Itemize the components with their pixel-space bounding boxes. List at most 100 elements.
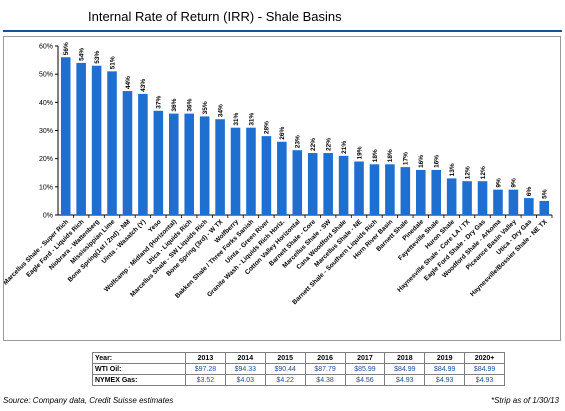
wti-oil-value: $94.33 (224, 363, 266, 375)
nymex-gas-value: $4.38 (304, 374, 346, 386)
category-label: Marcellus Shale - Super Rich (4, 218, 70, 286)
year-2020-plus: 2020+ (464, 352, 505, 364)
nymex-gas-value: $4.93 (464, 374, 505, 386)
bar-value-label: 23% (295, 135, 302, 148)
bar-value-label: 35% (202, 101, 209, 114)
bar (122, 91, 133, 215)
bar-value-label: 21% (341, 141, 348, 154)
bar-value-label: 17% (403, 152, 410, 165)
bar (354, 161, 364, 215)
bar-value-label: 37% (156, 96, 163, 109)
source-note: Source: Company data, Credit Suisse esti… (3, 396, 174, 405)
year-2016: 2016 (304, 352, 346, 364)
wti-oil-value: $97.28 (185, 363, 226, 375)
bar-value-label: 22% (310, 138, 317, 151)
nymex-gas-value: $4.56 (344, 374, 386, 386)
bar-value-label: 31% (248, 112, 255, 125)
bar-value-label: 6% (526, 186, 533, 196)
bar (539, 200, 550, 215)
nymex-gas-value: $3.52 (185, 374, 226, 386)
bar (338, 155, 349, 215)
bar (153, 110, 164, 215)
bar (199, 116, 210, 215)
bar (215, 119, 225, 215)
y-tick-label: 0% (43, 213, 53, 220)
y-tick-label: 60% (39, 44, 53, 51)
year-2017: 2017 (344, 352, 386, 364)
nymex-gas-value: $4.93 (384, 374, 426, 386)
bar (524, 198, 534, 215)
bar-value-label: 9% (495, 178, 502, 188)
bar (446, 178, 457, 215)
bar (184, 113, 195, 215)
y-tick-label: 10% (39, 184, 53, 191)
bar-value-label: 18% (372, 149, 379, 162)
bar-value-label: 43% (140, 79, 147, 92)
nymex-gas-value: $4.03 (224, 374, 266, 386)
bar (277, 141, 287, 215)
year-2019: 2019 (424, 352, 466, 364)
bar-value-label: 12% (480, 166, 487, 179)
bar-value-label: 19% (356, 146, 363, 159)
bar (246, 127, 256, 215)
bar (508, 189, 519, 215)
price-table: Year: 2013 2014 2015 2016 2017 2018 2019… (92, 352, 505, 386)
bar (307, 153, 318, 215)
irr-bar-chart: 0% 10% 20% 30% 40% 50% 60% 56% Marcellus Shale -… (4, 42, 553, 306)
bar (400, 167, 411, 215)
bar (292, 150, 303, 215)
chart-frame: 0% 10% 20% 30% 40% 50% 60% 56% Marcellus Shale -… (3, 36, 561, 341)
nymex-gas-row: NYMEX Gas: $3.52 $4.03 $4.22 $4.38 $4.56… (92, 374, 505, 386)
wti-oil-value: $84.99 (424, 363, 466, 375)
nymex-gas-value: $4.22 (264, 374, 306, 386)
bar-value-label: 44% (125, 76, 132, 89)
bar-value-label: 12% (464, 166, 471, 179)
bar-value-label: 54% (78, 48, 85, 61)
bar (138, 93, 148, 215)
y-tick-label: 50% (39, 72, 53, 79)
bar-value-label: 18% (387, 149, 394, 162)
y-tick-label: 40% (39, 100, 53, 107)
chart-title: Internal Rate of Return (IRR) - Shale Ba… (88, 9, 342, 24)
price-table-header-row: Year: 2013 2014 2015 2016 2017 2018 2019… (92, 352, 505, 364)
wti-oil-value: $84.99 (464, 363, 505, 375)
year-2013: 2013 (185, 352, 226, 364)
bar (415, 169, 426, 215)
year-header-label: Year: (92, 352, 186, 364)
bar-value-label: 36% (171, 98, 178, 111)
year-2014: 2014 (224, 352, 266, 364)
bar (107, 71, 117, 215)
bar-value-label: 26% (279, 127, 286, 140)
bar (477, 181, 488, 215)
bar (168, 113, 179, 215)
strip-note: *Strip as of 1/30/13 (490, 396, 559, 405)
bar-value-label: 36% (187, 98, 194, 111)
bar (76, 62, 86, 216)
bar (431, 169, 442, 215)
bar-value-label: 51% (109, 56, 116, 69)
bar-value-label: 34% (217, 104, 224, 117)
bar (261, 136, 272, 215)
y-tick-label: 30% (39, 128, 53, 135)
bar-value-label: 53% (94, 50, 101, 63)
bar (385, 164, 395, 215)
bar-value-label: 56% (63, 42, 70, 55)
wti-oil-value: $85.99 (344, 363, 386, 375)
nymex-gas-label: NYMEX Gas: (92, 374, 186, 386)
bar-value-label: 5% (542, 189, 549, 199)
title-rule (3, 30, 562, 32)
bar (230, 127, 241, 215)
bar-value-label: 16% (418, 155, 425, 168)
bar-value-label: 16% (434, 155, 441, 168)
bar-value-label: 31% (233, 112, 240, 125)
bar-value-label: 28% (264, 121, 271, 134)
bar-value-label: 13% (449, 163, 456, 176)
year-2015: 2015 (264, 352, 306, 364)
bar (369, 164, 380, 215)
wti-oil-row: WTI Oil: $97.28 $94.33 $90.44 $87.79 $85… (92, 363, 505, 375)
bar-value-label: 9% (511, 178, 518, 188)
wti-oil-value: $84.99 (384, 363, 426, 375)
bar (462, 181, 472, 215)
bar (493, 189, 503, 215)
wti-oil-label: WTI Oil: (92, 363, 186, 375)
